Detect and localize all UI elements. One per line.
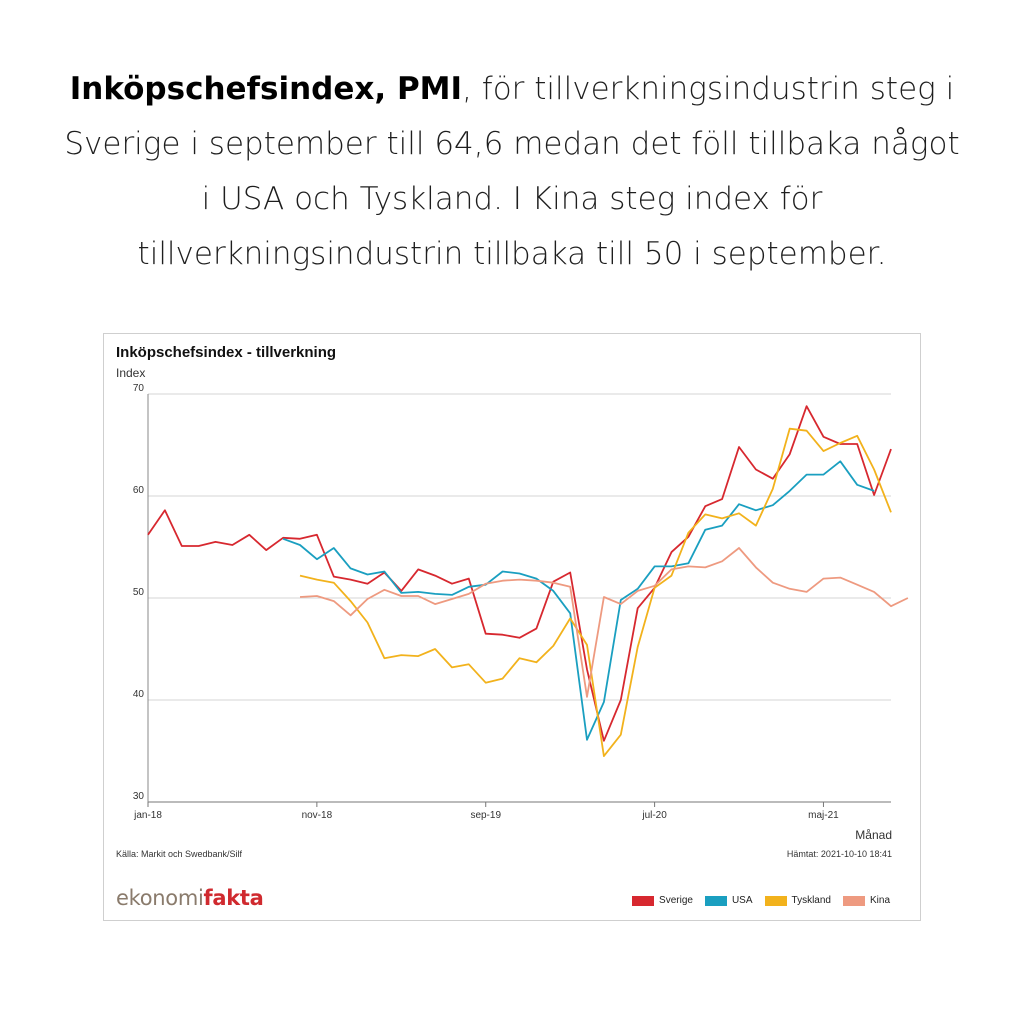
ekonomifakta-logo: ekonomifakta (116, 886, 264, 910)
legend-label: Kina (869, 895, 890, 906)
x-tick-label: jan-18 (133, 810, 162, 821)
x-axis-label: Månad (855, 828, 892, 842)
legend-swatch (842, 895, 865, 906)
x-tick-label: maj-21 (808, 810, 839, 821)
legend-item-usa: USA (704, 895, 753, 906)
logo-part-2: fakta (203, 886, 264, 910)
series-line-sverige (147, 405, 892, 742)
legend-item-sverige: Sverige (632, 895, 693, 906)
x-tick-label: jul-20 (641, 810, 667, 821)
legend-swatch (764, 895, 787, 906)
headline-rest: , för tillverkningsindustrin steg i Sver… (64, 71, 960, 272)
legend-item-tyskland: Tyskland (764, 895, 831, 906)
chart-legend: Sverige USA Tyskland Kina (632, 895, 890, 906)
series-line-kina (299, 547, 909, 698)
series-line-tyskland (299, 427, 892, 758)
logo-part-1: ekonomi (116, 886, 204, 910)
y-tick-label: 50 (133, 587, 145, 598)
legend-item-kina: Kina (842, 895, 890, 906)
y-tick-label: 70 (133, 383, 145, 394)
legend-swatch (632, 895, 655, 906)
series-line-usa (282, 460, 875, 741)
y-tick-label: 30 (133, 791, 145, 802)
headline: Inköpschefsindex, PMI, för tillverknings… (60, 62, 964, 282)
line-chart: 30 40 50 60 70 jan-18 nov-18 sep-19 jul-20 maj-21 (133, 383, 909, 821)
y-tick-label: 60 (133, 485, 145, 496)
headline-bold: Inköpschefsindex, PMI (69, 71, 463, 107)
legend-label: Tyskland (791, 895, 831, 906)
source-note: Källa: Markit och Swedbank/Silf (116, 849, 243, 859)
chart-title: Inköpschefsindex - tillverkning (116, 344, 337, 361)
legend-label: USA (731, 895, 753, 906)
chart-card: Inköpschefsindex - tillverkning Index 30… (103, 333, 921, 921)
y-axis-label: Index (116, 366, 146, 380)
legend-swatch (704, 895, 727, 906)
fetched-timestamp: Hämtat: 2021-10-10 18:41 (786, 849, 892, 859)
x-tick-label: sep-19 (470, 810, 501, 821)
y-tick-label: 40 (133, 689, 145, 700)
legend-label: Sverige (659, 895, 693, 906)
x-tick-label: nov-18 (302, 810, 333, 821)
